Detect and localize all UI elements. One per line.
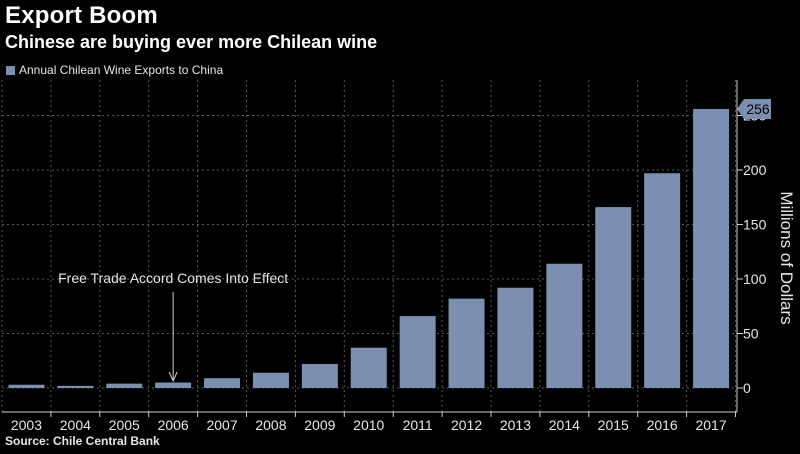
bar: [301, 364, 338, 388]
chart-title: Export Boom: [5, 2, 158, 29]
y-axis-label: Millions of Dollars: [777, 191, 796, 324]
bar: [448, 298, 485, 388]
y-tick-label: 0: [743, 380, 751, 396]
bar: [497, 287, 534, 388]
x-tick-label: 2010: [353, 417, 384, 433]
bar: [252, 372, 289, 388]
bar: [595, 207, 632, 388]
legend-label: Annual Chilean Wine Exports to China: [19, 63, 224, 77]
x-tick-label: 2014: [549, 417, 580, 433]
x-tick-label: 2012: [451, 417, 482, 433]
legend-swatch: [6, 65, 15, 75]
bar: [8, 384, 45, 388]
last-value-badge: [737, 98, 771, 119]
x-tick-label: 2015: [598, 417, 629, 433]
annotation-layer: Free Trade Accord Comes Into Effect: [58, 270, 288, 383]
x-tick-label: 2013: [500, 417, 531, 433]
annotation-label: Free Trade Accord Comes Into Effect: [58, 270, 288, 286]
bar: [106, 383, 143, 388]
x-tick-label: 2005: [109, 417, 140, 433]
x-tick-label: 2004: [60, 417, 91, 433]
x-tick-label: 2017: [695, 417, 726, 433]
x-tick-label: 2006: [158, 417, 189, 433]
bar-layer: [8, 108, 730, 389]
bar: [693, 108, 730, 389]
last-value-label: 256: [746, 101, 770, 117]
x-tick-label: 2011: [403, 417, 433, 433]
chart-subtitle: Chinese are buying ever more Chilean win…: [5, 32, 378, 52]
bar: [57, 385, 94, 388]
bar: [155, 382, 192, 388]
bar: [204, 378, 241, 388]
grid-layer: [1, 80, 737, 412]
y-tick-label: 50: [743, 326, 759, 342]
legend: Annual Chilean Wine Exports to China: [6, 63, 223, 77]
bar: [644, 173, 681, 388]
x-tick-label: 2007: [206, 417, 237, 433]
bar: [546, 263, 583, 388]
x-tick-label: 2008: [255, 417, 286, 433]
bar: [350, 347, 387, 388]
y-tick-label: 150: [743, 217, 767, 233]
y-tick-label: 200: [743, 162, 767, 178]
x-tick-label: 2016: [647, 417, 678, 433]
x-tick-label: 2003: [11, 417, 42, 433]
annotation-arrow-head: [168, 371, 178, 383]
x-tick-label: 2009: [304, 417, 335, 433]
y-tick-label: 100: [743, 271, 767, 287]
axis-layer: 0501001502002502003200420052006200720082…: [2, 80, 771, 433]
bar: [399, 316, 436, 388]
source-note: Source: Chile Central Bank: [5, 434, 160, 448]
